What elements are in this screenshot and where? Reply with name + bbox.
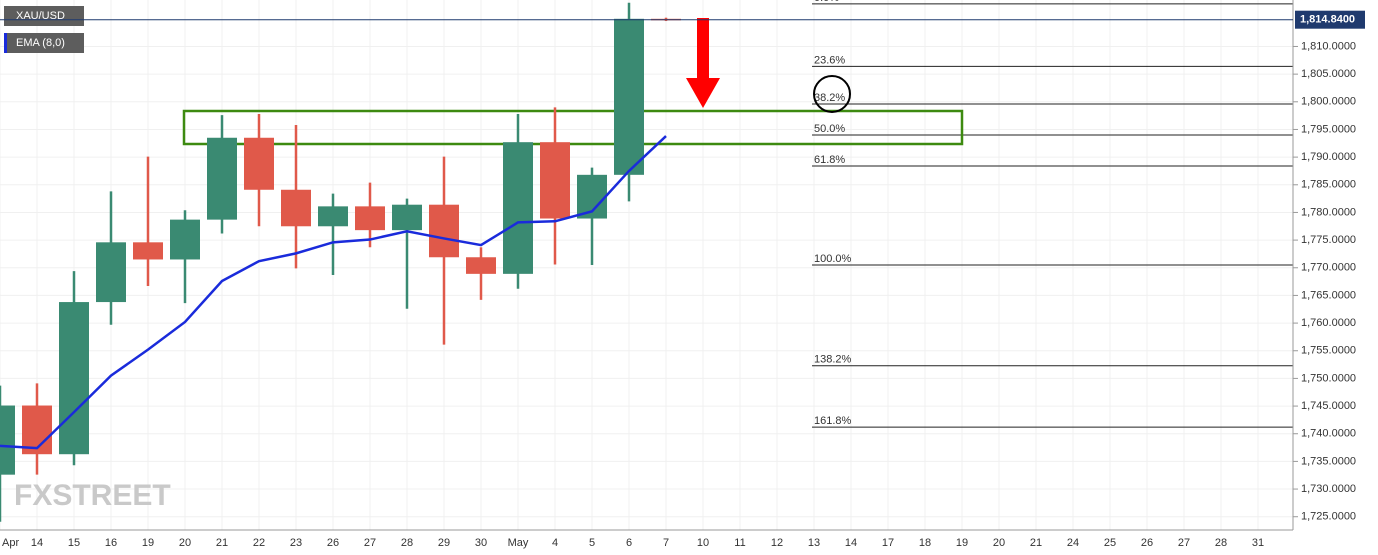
candle-body [540,142,570,219]
x-tick-label: 6 [626,537,632,549]
y-tick-label: 1,750.0000 [1301,372,1356,384]
fib-levels: 0.0% 23.6% 38.2% 50.0% 61.8% 100.0% 138.2% 161.… [812,0,1293,428]
candle-body [244,137,274,190]
y-tick-label: 1,765.0000 [1301,289,1356,301]
y-tick-label: 1,730.0000 [1301,483,1356,495]
candle-body [207,137,237,220]
candle-body [133,242,163,260]
y-tick-label: 1,760.0000 [1301,317,1356,329]
y-tick-label: 1,790.0000 [1301,151,1356,163]
legend-ema-box [4,33,84,53]
y-tick-label: 1,755.0000 [1301,345,1356,357]
fib-label: 38.2% [814,92,845,104]
candles [0,2,681,522]
x-tick-label: 4 [552,537,558,549]
fib-label: 100.0% [814,253,852,265]
y-tick-label: 1,795.0000 [1301,123,1356,135]
x-tick-label: 15 [68,537,80,549]
legend-symbol-box [4,6,84,26]
x-tick-label: 18 [919,537,931,549]
candle-body [22,405,52,455]
y-tick-label: 1,800.0000 [1301,96,1356,108]
legend-symbol: XAU/USD [16,10,65,22]
candle-body [392,204,422,231]
candle-body [614,18,644,175]
candle-body [59,302,89,455]
legend: XAU/USD EMA (8,0) [4,6,84,53]
x-tick-label: 27 [1178,537,1190,549]
x-tick-label: 21 [1030,537,1042,549]
y-tick-label: 1,785.0000 [1301,179,1356,191]
x-tick-label: 19 [142,537,154,549]
fib-label: 0.0% [814,0,839,4]
candle-body [355,206,385,231]
x-tick-label: 7 [663,537,669,549]
candle-body [0,405,15,475]
fib-label: 50.0% [814,123,845,135]
x-tick-label: 28 [401,537,413,549]
x-tick-label: 5 [589,537,595,549]
y-tick-label: 1,770.0000 [1301,262,1356,274]
x-tick-label: 16 [105,537,117,549]
x-tick-label: Apr [2,537,19,549]
candle-body [96,242,126,303]
candle-body [429,204,459,258]
candle-body [170,219,200,260]
candle-body [318,206,348,227]
candle-body [281,189,311,227]
zone-box [182,109,964,146]
x-tick-label: 29 [438,537,450,549]
x-tick-label: 21 [216,537,228,549]
x-tick-label: 23 [290,537,302,549]
x-tick-label: 11 [734,537,745,549]
x-tick-label: 19 [956,537,968,549]
y-tick-label: 1,810.0000 [1301,40,1356,52]
down-arrow [686,18,720,108]
x-tick-label: 13 [808,537,820,549]
fib-label: 23.6% [814,54,845,66]
x-tick-label: 17 [882,537,894,549]
arrow-shaft [697,18,709,80]
fib-label: 61.8% [814,154,845,166]
last-price-label: 1,814.8400 [1300,14,1355,26]
circle-annotation [813,75,851,113]
y-tick-label: 1,735.0000 [1301,455,1356,467]
x-tick-label: 26 [327,537,339,549]
x-tick-label: 25 [1104,537,1116,549]
y-tick-label: 1,725.0000 [1301,511,1356,523]
x-tick-label: 20 [993,537,1005,549]
x-tick-label: 10 [697,537,709,549]
fib-label: 138.2% [814,354,852,366]
x-tick-label: 27 [364,537,376,549]
legend-ema-swatch [4,33,7,53]
ema-line [0,135,667,450]
watermark: FXSTREET [14,479,171,512]
y-tick-label: 1,740.0000 [1301,428,1356,440]
fib-label: 161.8% [814,415,852,427]
last-price-box [1295,10,1365,29]
x-tick-label: 12 [771,537,783,549]
y-tick-label: 1,775.0000 [1301,234,1356,246]
x-tick-label: 28 [1215,537,1227,549]
x-tick-label: May [508,537,529,549]
x-tick-label: 24 [1067,537,1079,549]
x-tick-label: 31 [1252,537,1264,549]
y-tick-label: 1,780.0000 [1301,206,1356,218]
x-tick-label: 14 [845,537,857,549]
x-tick-label: 30 [475,537,487,549]
candle-body [503,142,533,274]
arrow-head [686,78,720,108]
y-tick-label: 1,805.0000 [1301,68,1356,80]
x-tick-label: 22 [253,537,265,549]
candle-body [466,257,496,274]
x-tick-label: 26 [1141,537,1153,549]
x-tick-label: 14 [31,537,43,549]
legend-ema: EMA (8,0) [16,37,65,49]
x-tick-label: 20 [179,537,191,549]
y-tick-label: 1,745.0000 [1301,400,1356,412]
